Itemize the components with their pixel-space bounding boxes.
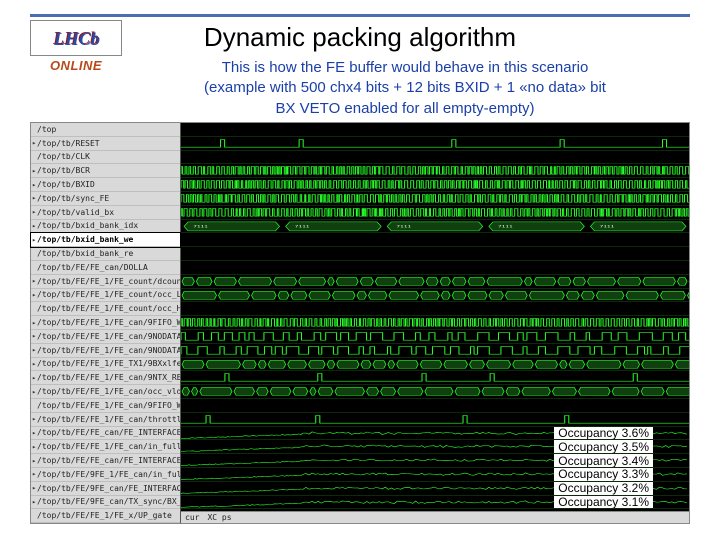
subtitle-line-3: BX VETO enabled for all empty-empty)	[276, 100, 535, 117]
waveform-row[interactable]	[181, 399, 689, 413]
waveform-row[interactable]	[181, 289, 689, 303]
signal-name-row[interactable]: /top/tb/bxid_bank_we	[31, 233, 180, 247]
signal-name-row[interactable]: /top	[31, 123, 180, 137]
signal-name-row[interactable]: /top/tb/FE/FE_1/FE_can/9FIFO_WR	[31, 399, 180, 413]
signal-name-row[interactable]: /top/tb/FE/FE_can/FE_INTERFACE_USED/B	[31, 454, 180, 468]
waveform-row[interactable]	[181, 192, 689, 206]
signal-name-row[interactable]: /top/tb/FE/9FE_can/FE_INTERFACE_USED/C	[31, 482, 180, 496]
signal-name-row[interactable]: /top/tb/RESET	[31, 137, 180, 151]
signal-name-row[interactable]: /top/tb/FE/FE_1/FE_can/throttle	[31, 413, 180, 427]
waveform-row[interactable]	[181, 164, 689, 178]
signal-name-row[interactable]: /top/tb/FE/FE_1/FE_count/occ_HMX	[31, 302, 180, 316]
signal-name-row[interactable]: /top/tb/CLK	[31, 151, 180, 165]
waveform-row[interactable]	[181, 302, 689, 316]
waveform-row[interactable]: Occupancy 3.4%	[181, 454, 689, 468]
signal-name-row[interactable]: /top/tb/FE/FE_1/FE_TX1/9BXxlfer_q	[31, 358, 180, 372]
svg-text:7111: 7111	[396, 224, 411, 229]
waveform-pane[interactable]: 71117111711171117111Occupancy 3.6%Occupa…	[181, 123, 689, 523]
subtitle-line-1: This is how the FE buffer would behave i…	[222, 59, 589, 76]
waveform-row[interactable]	[181, 247, 689, 261]
waveform-row[interactable]	[181, 233, 689, 247]
signal-name-row[interactable]: /top/tb/FE/FE_can/DOLLA	[31, 261, 180, 275]
signal-name-row[interactable]: /top/tb/FE/FE_1/FE_count/dcount	[31, 275, 180, 289]
occupancy-label: Occupancy 3.2%	[554, 482, 653, 496]
footer-timescale: XC ps	[207, 513, 231, 522]
slide-subtitle: This is how the FE buffer would behave i…	[130, 58, 680, 119]
svg-text:7111: 7111	[600, 224, 615, 229]
svg-text:7111: 7111	[193, 224, 208, 229]
signal-name-row[interactable]: /top/tb/FE/FE_1/FE_can/occ_vld	[31, 385, 180, 399]
signal-name-row[interactable]: /top/tb/bxid_bank_idx	[31, 220, 180, 234]
waveform-row[interactable]: Occupancy 3.5%	[181, 440, 689, 454]
subtitle-line-2: (example with 500 chx4 bits + 12 bits BX…	[204, 79, 606, 96]
signal-name-row[interactable]: /top/tb/FE/FE_1/FE_count/occ_LMX	[31, 289, 180, 303]
signal-name-row[interactable]: /top/tb/valid_bx	[31, 206, 180, 220]
signal-name-row[interactable]: /top/tb/FE/9FE_1/FE_can/in_full	[31, 468, 180, 482]
waveform-row[interactable]	[181, 137, 689, 151]
svg-text:7111: 7111	[295, 224, 310, 229]
waveform-row[interactable]	[181, 275, 689, 289]
slide-title: Dynamic packing algorithm	[0, 22, 720, 53]
waveform-row[interactable]	[181, 151, 689, 165]
signal-name-row[interactable]: /top/tb/FE/9FE_can/TX_sync/BX_CUT_OUT	[31, 496, 180, 510]
signal-name-row[interactable]: /top/tb/FE/FE_1/FE_can/9NODATAOL_IDLE	[31, 330, 180, 344]
occupancy-label: Occupancy 3.6%	[554, 427, 653, 441]
footer-cursor-label: cur	[185, 513, 199, 522]
viewer-footer: cur XC ps	[181, 511, 689, 523]
waveform-row[interactable]	[181, 206, 689, 220]
signal-name-pane[interactable]: /top/top/tb/RESET/top/tb/CLK/top/tb/BCR/…	[31, 123, 181, 523]
signal-name-row[interactable]: /top/tb/FE/FE_1/FE_can/in_full	[31, 440, 180, 454]
waveform-viewer: /top/top/tb/RESET/top/tb/CLK/top/tb/BCR/…	[30, 122, 690, 524]
waveform-row[interactable]	[181, 330, 689, 344]
waveform-row[interactable]: Occupancy 3.1%	[181, 496, 689, 510]
waveform-row[interactable]	[181, 123, 689, 137]
signal-name-row[interactable]: /top/tb/bxid_bank_re	[31, 247, 180, 261]
signal-name-row[interactable]: /top/tb/BCR	[31, 164, 180, 178]
waveform-row[interactable]: 7111 7111 7111 7111 7111	[181, 220, 689, 234]
waveform-row[interactable]	[181, 261, 689, 275]
svg-text:7111: 7111	[498, 224, 513, 229]
logo-subtext: ONLINE	[30, 56, 122, 73]
signal-name-row[interactable]: /top/tb/BXID	[31, 178, 180, 192]
waveform-row[interactable]	[181, 344, 689, 358]
signal-name-row[interactable]: /top/tb/FE/FE_1/FE_can/9NTX_RESET	[31, 371, 180, 385]
occupancy-label: Occupancy 3.4%	[554, 454, 653, 468]
signal-name-row[interactable]: /top/tb/FE/FE_1/FE_x/UP_gate	[31, 509, 180, 523]
waveform-row[interactable]	[181, 178, 689, 192]
waveform-row[interactable]	[181, 385, 689, 399]
waveform-row[interactable]	[181, 371, 689, 385]
waveform-row[interactable]	[181, 316, 689, 330]
signal-name-row[interactable]: /top/tb/sync_FE	[31, 192, 180, 206]
waveform-row[interactable]: Occupancy 3.6%	[181, 427, 689, 441]
signal-name-row[interactable]: /top/tb/FE/FE_1/FE_can/9NODATA_RXAOI	[31, 344, 180, 358]
occupancy-label: Occupancy 3.3%	[554, 468, 653, 482]
occupancy-label: Occupancy 3.5%	[554, 440, 653, 454]
signal-name-row[interactable]: /top/tb/FE/FE_can/FE_INTERFACE_USED/A	[31, 427, 180, 441]
signal-name-row[interactable]: /top/tb/FE/FE_1/FE_can/9FIFO_WR	[31, 316, 180, 330]
waveform-row[interactable]: Occupancy 3.3%	[181, 468, 689, 482]
waveform-row[interactable]	[181, 413, 689, 427]
occupancy-label: Occupancy 3.1%	[554, 496, 653, 510]
waveform-row[interactable]	[181, 358, 689, 372]
waveform-row[interactable]: Occupancy 3.2%	[181, 482, 689, 496]
accent-bar	[30, 14, 690, 17]
